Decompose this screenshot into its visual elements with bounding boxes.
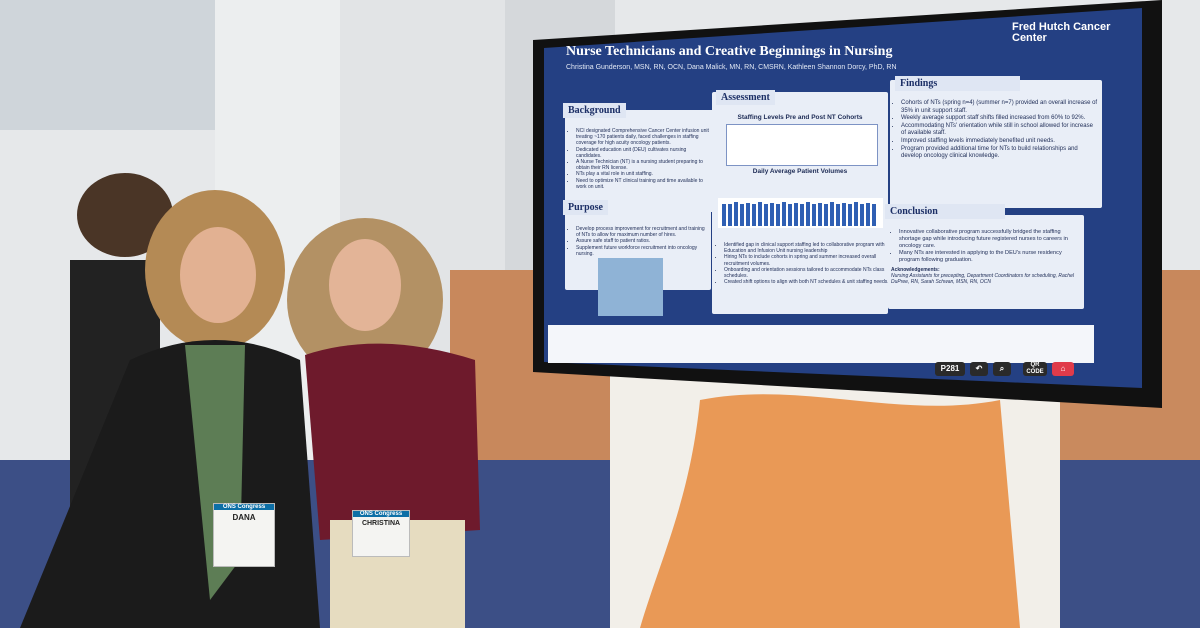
logo: Fred Hutch Cancer Center [1012,21,1111,44]
poster-title: Nurse Technicians and Creative Beginning… [566,44,893,59]
button[interactable]: ↶ [970,362,988,376]
section-heading: Conclusion [885,204,1005,219]
viewer-bar [548,325,1094,363]
badge-name: DANA [232,513,256,522]
section-heading: Purpose [563,200,608,215]
bullet: Dedicated education unit (DEU) cultivate… [576,147,713,159]
poster-id[interactable]: P281 [935,362,965,376]
authors: Christina Gunderson, MSN, RN, OCN, Dana … [566,64,897,71]
bullet-list: NCI designated Comprehensive Cancer Cent… [568,128,713,190]
bullet: Cohorts of NTs (spring n=4) (summer n=7)… [901,100,1099,115]
bullet-list: Cohorts of NTs (spring n=4) (summer n=7)… [893,100,1099,161]
chart-title: Staffing Levels Pre and Post NT Cohorts [737,114,863,121]
bullet: Supplement future workforce recruitment … [576,245,708,257]
badge-name: CHRISTINA [361,520,401,527]
bullet: Weekly average support staff shifts fill… [901,115,1099,123]
table-figure [726,124,878,166]
assessment-panel: Staffing Levels Pre and Post NT Cohorts … [712,92,888,314]
bullet: Improved staffing levels immediately ben… [901,138,1099,146]
bullet: NCI designated Comprehensive Cancer Cent… [576,128,713,147]
bullet: Assure safe staff to patient ratios. [576,238,708,244]
badge-event: ONS Congress [214,504,274,510]
bullet: NTs play a vital role in unit staffing. [576,171,713,177]
bullet: Accommodating NTs' orientation while sti… [901,123,1099,138]
section-heading: Assessment [716,90,775,105]
poster-photo [598,258,663,316]
chart-figure [718,198,883,228]
bullet-list: Identified gap in clinical support staff… [716,242,888,285]
bullet: Created shift options to align with both… [724,279,888,285]
conclusion-panel: Innovative collaborative program success… [888,215,1084,309]
badge-event: ONS Congress [353,511,409,517]
ack-text: Nursing Assistants for precepting, Depar… [891,273,1074,285]
badge: ONS Congress CHRISTINA [352,510,410,557]
home-button[interactable]: ⌂ [1052,362,1074,376]
background-panel: NCI designated Comprehensive Cancer Cent… [565,110,716,212]
bullet-list: Develop process improvement for recruitm… [568,226,708,257]
button[interactable]: ⌕ [993,362,1011,376]
bullet: Program provided additional time for NTs… [901,146,1099,161]
bullet: Many NTs are interested in applying to t… [899,250,1081,264]
bullet-list: Innovative collaborative program success… [891,229,1081,264]
bullet: Innovative collaborative program success… [899,229,1081,250]
qr-button[interactable]: QR CODE [1023,362,1047,376]
bullet: Need to optimize NT clinical training an… [576,178,713,190]
bullet: A Nurse Technician (NT) is a nursing stu… [576,159,713,171]
bullet: Identified gap in clinical support staff… [724,242,888,254]
findings-panel: Cohorts of NTs (spring n=4) (summer n=7)… [890,80,1102,208]
bullet: Onboarding and orientation sessions tail… [724,267,888,279]
section-heading: Findings [895,76,1020,91]
bullet: Hiring NTs to include cohorts in spring … [724,254,888,266]
bullet: Develop process improvement for recruitm… [576,226,708,238]
ack-heading: Acknowledgements: [891,267,940,273]
section-heading: Background [563,103,626,118]
chart-title: Daily Average Patient Volumes [752,168,848,175]
badge: ONS Congress DANA [213,503,275,567]
